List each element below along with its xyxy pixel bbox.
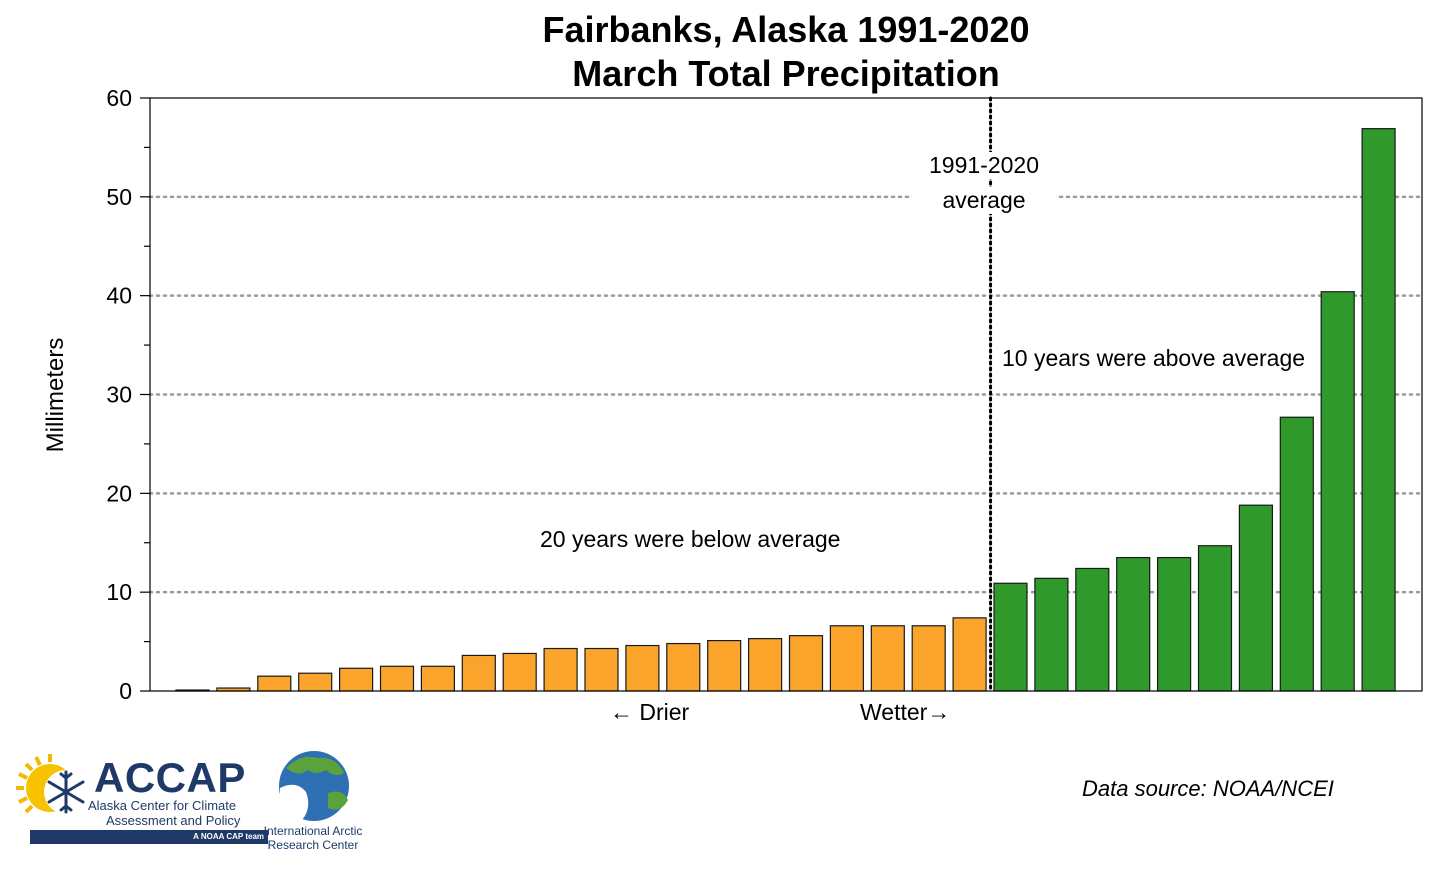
data-bar (257, 675, 292, 692)
y-tick-label: 40 (106, 283, 132, 309)
y-tick-label: 30 (106, 382, 132, 408)
data-bar (339, 667, 374, 692)
data-bar (543, 647, 578, 692)
data-bar (911, 625, 946, 692)
wetter-annotation: Wetter→ (860, 699, 951, 725)
accap-tagline: A NOAA CAP team (30, 830, 268, 844)
data-bar (829, 625, 865, 692)
plot-frame (149, 97, 1423, 692)
data-bar (788, 635, 824, 692)
data-bar (747, 638, 783, 692)
y-tick-label: 50 (106, 184, 132, 210)
accap-line-2: Assessment and Policy (106, 813, 241, 828)
y-tick-label: 60 (106, 85, 132, 111)
average-label-line2: average (912, 187, 1056, 214)
data-bar (1238, 504, 1274, 692)
data-source: Data source: NOAA/NCEI (1082, 776, 1334, 801)
y-tick-label: 0 (119, 678, 132, 704)
data-bar (1320, 291, 1355, 692)
accap-logo: ACCAP Alaska Center for Climate Assessme… (14, 752, 268, 847)
data-bar (1279, 416, 1314, 692)
average-label-line1: 1991-2020 (912, 152, 1056, 179)
data-bar (379, 665, 415, 692)
data-bar (1075, 567, 1110, 692)
data-bar (666, 642, 701, 692)
chart-title: Fairbanks, Alaska 1991-2020 (542, 9, 1030, 50)
sun-snowflake-icon (16, 754, 88, 814)
above-average-annotation: 10 years were above average (1002, 345, 1306, 371)
data-bar (420, 665, 455, 692)
data-bar (584, 647, 619, 692)
iarc-name: International Arctic Research Center (256, 824, 370, 852)
data-bar (952, 617, 987, 692)
data-bar (1034, 577, 1069, 692)
data-bar (1361, 128, 1396, 692)
y-tick-label: 10 (106, 579, 132, 605)
chart-subtitle: March Total Precipitation (572, 53, 1000, 94)
data-bar (1116, 556, 1151, 692)
below-average-annotation: 20 years were below average (540, 526, 841, 552)
data-bar (993, 582, 1028, 692)
data-bar (298, 672, 333, 692)
data-bar (1197, 545, 1233, 692)
iarc-logo: International Arctic Research Center (256, 748, 376, 852)
data-bar (1156, 556, 1192, 692)
iarc-line-2: Research Center (267, 838, 359, 852)
globe-icon (279, 751, 349, 821)
data-bar (502, 652, 537, 692)
accap-line-1: Alaska Center for Climate (88, 798, 237, 813)
accap-wordmark: ACCAP (94, 754, 246, 801)
data-bar (870, 625, 905, 692)
y-axis-label: Millimeters (42, 337, 69, 453)
data-bar (707, 639, 742, 692)
data-bar (625, 644, 660, 692)
drier-annotation: ← Drier (610, 699, 690, 725)
iarc-line-1: International Arctic (263, 824, 363, 838)
data-bar (461, 654, 496, 692)
y-tick-label: 20 (106, 480, 132, 506)
